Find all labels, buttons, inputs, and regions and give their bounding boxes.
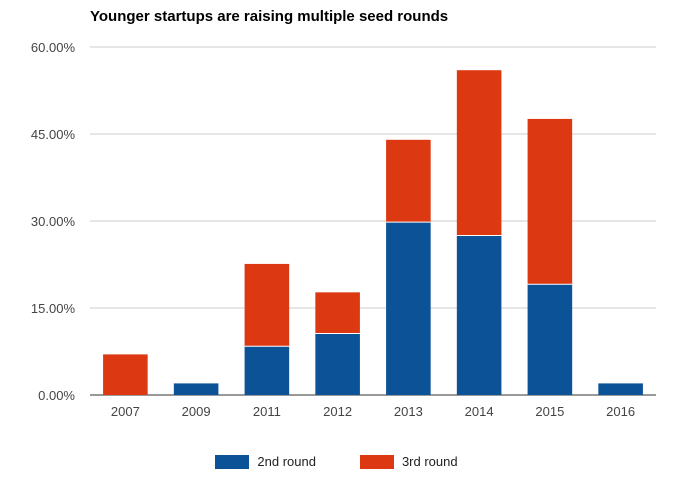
x-tick-label: 2014 [465, 404, 494, 419]
x-tick-label: 2007 [111, 404, 140, 419]
legend-swatch-3rd-round [359, 454, 394, 469]
y-tick-label: 45.00% [31, 127, 76, 142]
x-tick-label: 2009 [182, 404, 211, 419]
x-tick-label: 2013 [394, 404, 423, 419]
legend: 2nd round 3rd round [0, 454, 673, 469]
bar-2nd-round-2014 [456, 235, 502, 395]
bar-2nd-round-2015 [527, 284, 573, 395]
bar-2nd-round-2013 [386, 222, 431, 395]
y-tick-label: 15.00% [31, 301, 76, 316]
bar-2nd-round-2012 [315, 333, 360, 395]
x-tick-label: 2012 [323, 404, 352, 419]
y-tick-label: 30.00% [31, 214, 76, 229]
bar-2nd-round-2009 [173, 383, 219, 395]
x-tick-label: 2016 [606, 404, 635, 419]
y-tick-label: 0.00% [38, 388, 75, 403]
x-tick-label: 2015 [535, 404, 564, 419]
bar-3rd-round-2012 [315, 292, 360, 334]
chart-title: Younger startups are raising multiple se… [90, 8, 449, 25]
legend-item-2nd-round: 2nd round [215, 454, 316, 469]
legend-label-3rd-round: 3rd round [401, 454, 458, 469]
bar-3rd-round-2014 [456, 70, 502, 236]
y-tick-label: 60.00% [31, 40, 76, 55]
bar-2nd-round-2016 [598, 383, 643, 395]
y-axis-ticks: 0.00% 15.00% 30.00% 45.00% 60.00% [31, 40, 76, 403]
bar-3rd-round-2011 [244, 263, 290, 347]
legend-item-3rd-round: 3rd round [359, 454, 458, 469]
bar-2nd-round-2011 [244, 346, 290, 395]
bars [103, 70, 643, 395]
bar-3rd-round-2013 [386, 139, 431, 223]
legend-label-2nd-round: 2nd round [257, 454, 316, 469]
bar-3rd-round-2007 [103, 354, 148, 395]
x-axis-ticks: 2007 2009 2011 2012 2013 2014 2015 2016 [111, 404, 635, 419]
x-tick-label: 2011 [253, 404, 281, 419]
legend-swatch-2nd-round [215, 454, 250, 469]
bar-3rd-round-2015 [527, 118, 573, 285]
